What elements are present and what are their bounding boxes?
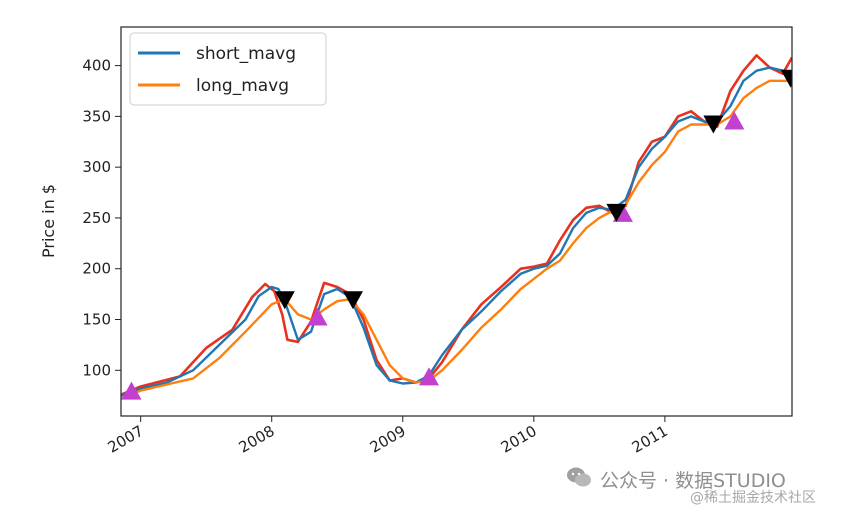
- legend: short_mavg long_mavg: [129, 32, 327, 106]
- y-tick-label: 300: [82, 158, 111, 176]
- axes: 100 150 200 250 300 350 400 2007 2008 2009 2010 201…: [82, 57, 671, 457]
- x-tick-label: 2011: [629, 422, 671, 457]
- y-tick-label: 100: [82, 361, 111, 379]
- plot-frame: [120, 26, 793, 417]
- sell-signal-marker-2: [342, 291, 363, 310]
- x-tick-label: 2007: [105, 422, 147, 457]
- legend-label-long-mavg: long_mavg: [196, 76, 289, 96]
- y-tick-label: 200: [82, 260, 111, 278]
- sell-signal-marker-3: [606, 203, 627, 222]
- sell-signal-marker-5: [780, 69, 792, 88]
- x-tick-label: 2010: [498, 422, 540, 457]
- y-tick-label: 400: [82, 57, 111, 75]
- y-tick-label: 150: [82, 311, 111, 329]
- buy-signal-marker-2: [307, 307, 328, 326]
- watermark-community: @稀土掘金技术社区: [690, 490, 816, 506]
- sell-signal-marker-4: [703, 115, 724, 134]
- y-axis-label: Price in $: [39, 184, 58, 258]
- x-tick-label: 2009: [367, 422, 409, 457]
- sell-signal-marker-1: [274, 291, 295, 310]
- y-tick-label: 250: [82, 209, 111, 227]
- y-tick-label: 350: [82, 107, 111, 125]
- buy-signal-marker-3: [418, 367, 439, 386]
- legend-box: [129, 32, 327, 106]
- buy-signal-marker-1: [121, 381, 142, 400]
- series-line-long-mavg: [121, 79, 792, 400]
- plot-area: [121, 54, 792, 400]
- watermark-account: 公众号 · 数据STUDIO: [600, 470, 786, 492]
- buy-signal-marker-5: [724, 111, 745, 130]
- x-tick-label: 2008: [236, 422, 278, 457]
- series-line-short-mavg: [121, 66, 792, 397]
- wechat-icon: [567, 467, 591, 487]
- legend-label-short-mavg: short_mavg: [196, 44, 296, 64]
- series-line-price: [121, 54, 792, 396]
